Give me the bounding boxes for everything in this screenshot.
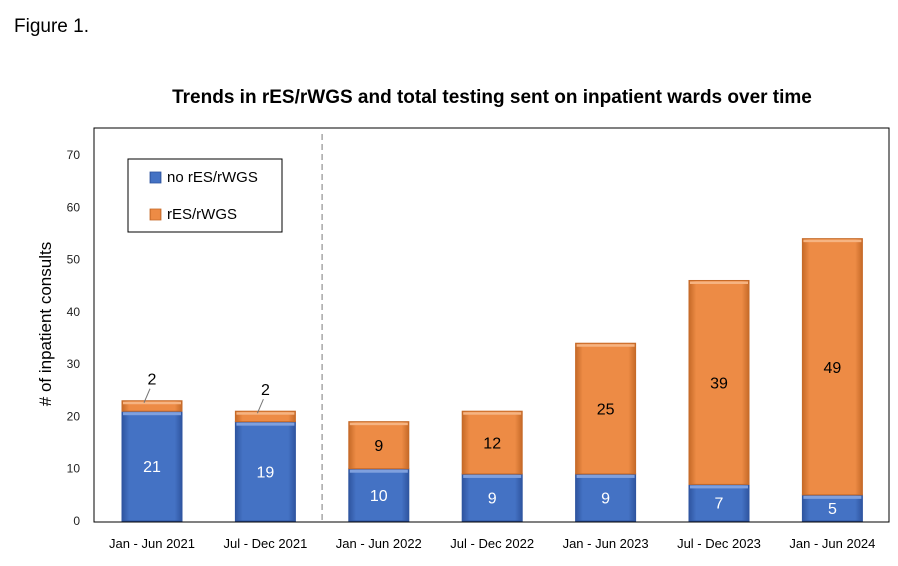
y-tick-label: 0: [73, 514, 80, 528]
bar-segment-res: [801, 238, 863, 496]
bar-segment-no-res-bevel: [690, 485, 748, 489]
data-label-no-res: 10: [370, 488, 388, 505]
y-tick-label: 10: [67, 462, 81, 476]
data-label-res: 2: [261, 382, 270, 399]
bar-segment-no-res-bevel: [123, 412, 181, 416]
legend-label-res: rES/rWGS: [167, 206, 237, 223]
data-label-res: 2: [148, 372, 157, 389]
y-tick-label: 40: [67, 305, 81, 319]
plot-area-frame: [93, 127, 890, 523]
bar-segment-res: [234, 410, 296, 423]
data-label-no-res: 19: [257, 464, 275, 481]
data-label-res: 9: [374, 438, 383, 455]
legend-swatch-no-res: [149, 171, 162, 184]
figure-label: Figure 1.: [14, 16, 89, 37]
data-label-no-res: 5: [828, 501, 837, 518]
y-tick-label: 50: [67, 253, 81, 267]
bar-segment-res: [348, 421, 410, 470]
x-tick-label: Jan - Jun 2023: [563, 536, 649, 551]
bar-segment-no-res-bevel: [236, 422, 295, 426]
y-tick-label: 30: [67, 357, 81, 371]
bar-segment-no-res-bevel: [803, 495, 862, 499]
bar-segment-res-bevel: [803, 239, 862, 243]
bar-segment-res-bevel: [576, 344, 635, 347]
chart-title: Trends in rES/rWGS and total testing sen…: [172, 87, 812, 108]
data-label-no-res: 9: [601, 490, 610, 507]
bar-segment-res: [575, 342, 637, 475]
bar-segment-res: [121, 400, 183, 412]
legend: no rES/rWGS rES/rWGS: [127, 158, 283, 233]
bar-segment-no-res-bevel: [349, 469, 408, 473]
x-tick-label: Jul - Dec 2023: [677, 536, 761, 551]
x-tick-label: Jul - Dec 2021: [223, 536, 307, 551]
y-tick-label: 60: [67, 200, 81, 214]
bar-segment-no-res: [234, 421, 296, 522]
data-label-res: 25: [597, 402, 615, 419]
y-axis-label: # of inpatient consults: [36, 242, 55, 406]
bar-segment-no-res: [688, 483, 750, 522]
x-tick-label: Jan - Jun 2022: [336, 536, 422, 551]
data-label-no-res: 21: [143, 459, 161, 476]
data-label-res: 39: [710, 375, 728, 392]
bar-segment-res-bevel: [463, 412, 522, 415]
bar-segment-res: [461, 410, 523, 475]
data-label-leader-line: [143, 388, 151, 403]
x-tick-label: Jan - Jun 2021: [109, 536, 195, 551]
x-tick-label: Jan - Jun 2024: [789, 536, 875, 551]
data-label-res: 49: [824, 360, 842, 377]
y-tick-label: 70: [67, 148, 81, 162]
data-label-no-res: 7: [715, 496, 724, 513]
bar-segment-res-bevel: [690, 281, 748, 284]
bar-segment-no-res-bevel: [463, 474, 522, 478]
data-label-leader-line: [256, 399, 264, 414]
bar-segment-res: [688, 279, 750, 485]
y-tick-label: 20: [67, 409, 81, 423]
bar-segment-no-res: [121, 410, 183, 522]
legend-label-no-res: no rES/rWGS: [167, 169, 258, 186]
bar-segment-no-res-bevel: [576, 474, 635, 478]
bar-segment-res-bevel: [236, 412, 295, 415]
data-label-res: 12: [483, 436, 501, 453]
bar-segment-res-bevel: [349, 422, 408, 426]
legend-swatch-res: [149, 208, 162, 221]
x-tick-label: Jul - Dec 2022: [450, 536, 534, 551]
bar-segment-res-bevel: [123, 401, 181, 405]
data-label-no-res: 9: [488, 490, 497, 507]
